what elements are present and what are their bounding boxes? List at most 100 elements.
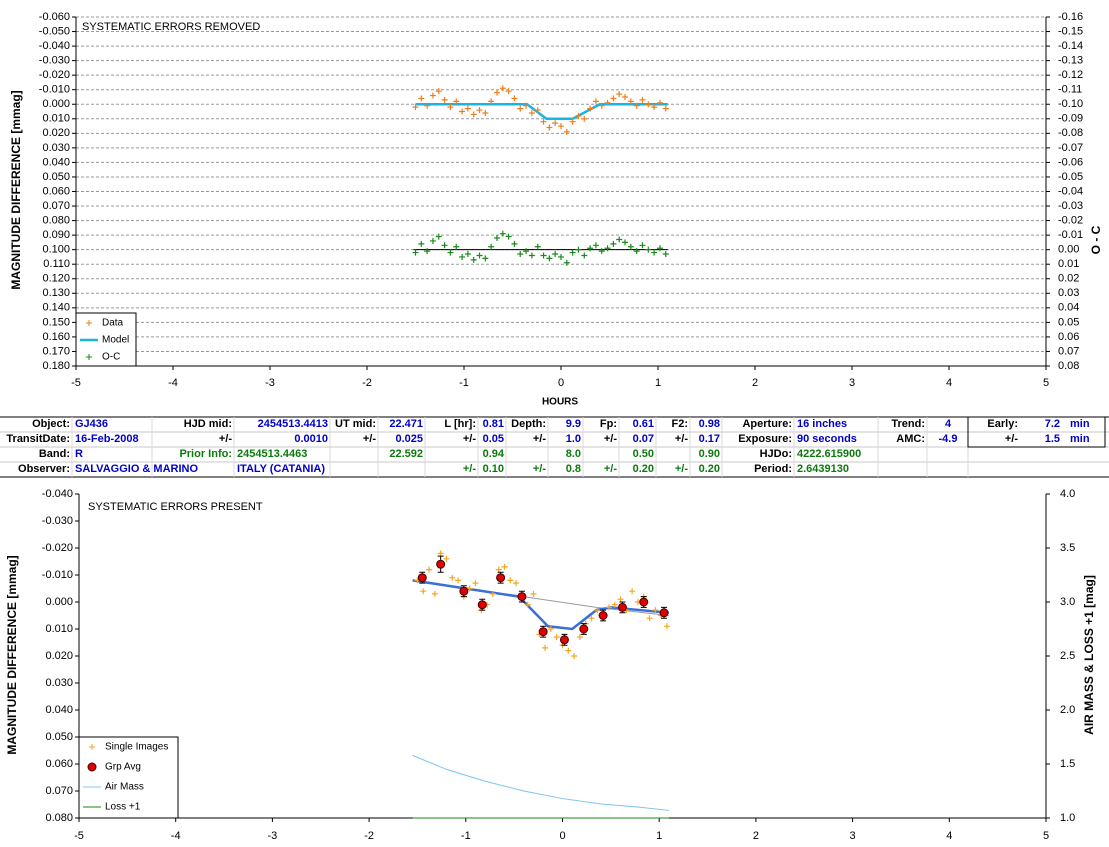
- point: [437, 550, 444, 557]
- y-tick-label: 0.070: [45, 785, 73, 797]
- point: [455, 577, 462, 584]
- point: [499, 85, 506, 92]
- legend-label: Data: [102, 318, 124, 329]
- x-tick-label: -4: [168, 377, 178, 389]
- y2-tick-label: -0.07: [1058, 142, 1083, 154]
- point: [563, 128, 570, 135]
- point: [513, 580, 520, 587]
- point: [569, 249, 576, 256]
- table-cell: 16-Feb-2008: [75, 433, 139, 445]
- y-tick-label: -0.010: [42, 569, 73, 581]
- y-tick-label: 0.110: [43, 258, 70, 270]
- legend-label: Loss +1: [105, 802, 141, 813]
- point: [662, 105, 669, 112]
- table-cell: 0.025: [395, 433, 423, 445]
- point: [622, 93, 629, 100]
- point: [466, 585, 473, 592]
- point: [476, 107, 483, 114]
- y-tick-label: 0.130: [42, 287, 70, 299]
- point: [431, 590, 438, 597]
- point: [429, 92, 436, 99]
- table-cell: 0.20: [699, 463, 720, 475]
- point: [587, 105, 594, 112]
- table-cell: 7.2: [1045, 418, 1060, 430]
- point: [558, 123, 564, 130]
- y2-tick-label: 2.5: [1060, 650, 1075, 662]
- table-cell: -4.9: [939, 433, 958, 445]
- x-tick-label: -2: [364, 830, 374, 842]
- table-cell: HJDo:: [760, 448, 792, 460]
- point: [523, 248, 530, 255]
- table-cell: L [hr]:: [444, 418, 476, 430]
- y2-tick-label: -0.10: [1058, 98, 1083, 110]
- point: [610, 95, 617, 102]
- point: [459, 108, 466, 115]
- point: [605, 604, 612, 611]
- y2-tick-label: 0.05: [1058, 316, 1079, 328]
- x-tick-label: 2: [753, 830, 759, 842]
- y-tick-label: 0.080: [45, 812, 73, 824]
- point: [528, 252, 535, 259]
- y-tick-label: 0.090: [42, 229, 70, 241]
- annotation: SYSTEMATIC ERRORS PRESENT: [88, 501, 263, 513]
- point: [598, 102, 605, 109]
- y2-tick-label: -0.01: [1058, 229, 1083, 241]
- point: [534, 243, 541, 250]
- point: [616, 91, 623, 98]
- legend-swatch: [89, 744, 95, 750]
- table-cell: +/-: [463, 433, 476, 445]
- y-axis-title: MAGNITUDE DIFFERENCE [mmag]: [9, 90, 23, 289]
- y2-axis-title: AIR MASS & LOSS +1 [mag]: [1082, 575, 1096, 735]
- y2-tick-label: 0.01: [1058, 258, 1079, 270]
- point: [476, 252, 483, 259]
- series-line: [415, 103, 668, 121]
- table-cell: min: [1070, 418, 1090, 430]
- point: [610, 240, 617, 247]
- point: [604, 245, 611, 252]
- table-cell: 4222.615900: [797, 448, 861, 460]
- table-cell: 90 seconds: [797, 433, 857, 445]
- y2-tick-label: 4.0: [1060, 488, 1075, 500]
- table-cell: 0.81: [483, 418, 504, 430]
- point: [429, 237, 436, 244]
- point: [651, 249, 658, 256]
- table-cell: Exposure:: [738, 433, 792, 445]
- point: [441, 242, 448, 249]
- point: [488, 243, 495, 250]
- point: [629, 588, 636, 595]
- point: [540, 118, 547, 125]
- y2-tick-label: 1.5: [1060, 758, 1075, 770]
- point: [546, 124, 553, 131]
- series-line: [412, 754, 669, 811]
- table-cell: 16 inches: [797, 418, 847, 430]
- x-tick-label: -1: [459, 377, 469, 389]
- point: [563, 259, 570, 266]
- table-cell: GJ436: [75, 418, 108, 430]
- table-cell: +/-: [363, 433, 376, 445]
- table-cell: Prior Info:: [179, 448, 232, 460]
- x-tick-label: 3: [849, 377, 855, 389]
- point: [464, 105, 471, 112]
- table-cell: TransitDate:: [6, 433, 70, 445]
- point: [420, 588, 427, 595]
- y2-tick-label: -0.09: [1058, 113, 1083, 125]
- point: [552, 251, 559, 258]
- y-tick-label: -0.040: [39, 40, 70, 52]
- x-tick-label: 4: [946, 377, 952, 389]
- point: [443, 555, 450, 562]
- y2-tick-label: -0.02: [1058, 214, 1083, 226]
- legend-swatch: [86, 354, 92, 360]
- y2-tick-label: -0.03: [1058, 200, 1083, 212]
- table-cell: 0.61: [633, 418, 654, 430]
- table-cell: Observer:: [18, 463, 70, 475]
- point: [633, 102, 640, 109]
- point: [645, 101, 652, 108]
- point: [488, 98, 495, 105]
- y-tick-label: 0.100: [42, 244, 70, 256]
- point: [464, 251, 471, 258]
- legend-label: Model: [102, 335, 129, 346]
- y2-tick-label: -0.04: [1058, 185, 1083, 197]
- table-cell: Trend:: [891, 418, 925, 430]
- y-tick-label: 0.040: [45, 704, 73, 716]
